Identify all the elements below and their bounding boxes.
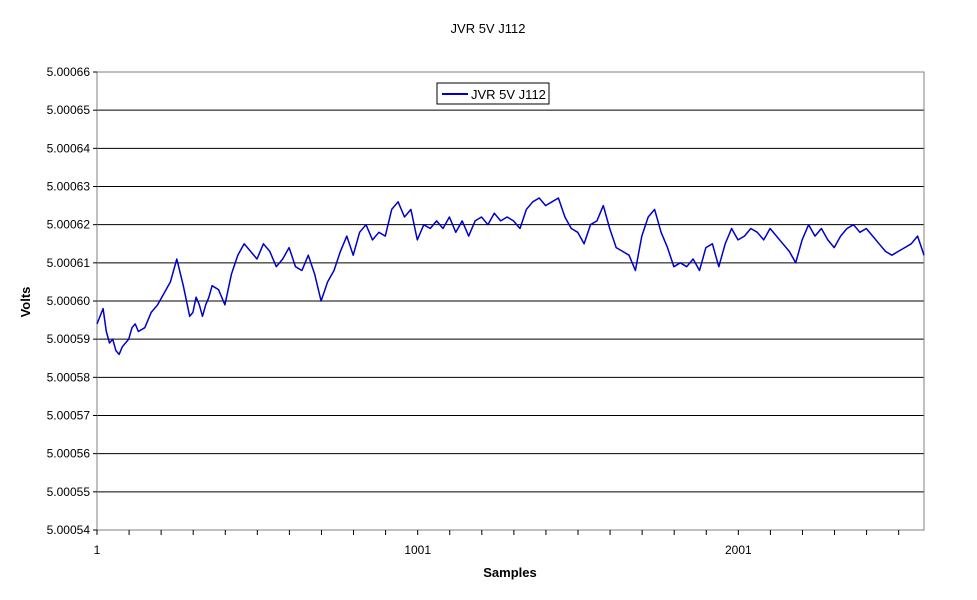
y-axis-label: Volts	[18, 287, 33, 318]
y-tick-label: 5.00056	[47, 447, 91, 461]
x-tick-label: 1	[94, 543, 101, 557]
x-tick-label: 1001	[404, 543, 431, 557]
y-axis-ticks: 5.00054 5.00055 5.00056 5.00057 5.00058 5.000…	[47, 65, 97, 537]
y-tick-label: 5.00061	[47, 256, 91, 270]
x-axis-label: Samples	[483, 565, 536, 580]
series-line-jvr-5v-j112	[96, 197, 925, 356]
chart-title: JVR 5V J112	[451, 21, 526, 36]
y-tick-label: 5.00064	[47, 141, 91, 155]
y-tick-label: 5.00054	[47, 523, 91, 537]
x-axis-ticks: 1 1001 2001	[94, 530, 900, 557]
grid-lines	[97, 71, 924, 531]
y-tick-label: 5.00063	[47, 180, 91, 194]
y-tick-label: 5.00058	[47, 370, 91, 384]
y-tick-label: 5.00065	[47, 103, 91, 117]
legend-box	[436, 82, 550, 105]
y-tick-label: 5.00062	[47, 218, 91, 232]
x-tick-label: 2001	[725, 543, 752, 557]
y-tick-label: 5.00060	[47, 294, 91, 308]
legend: JVR 5V J112	[436, 82, 550, 105]
y-tick-label: 5.00066	[47, 65, 91, 79]
y-tick-label: 5.00059	[47, 332, 91, 346]
y-tick-label: 5.00055	[47, 485, 91, 499]
legend-entry: JVR 5V J112	[471, 87, 546, 102]
y-tick-label: 5.00057	[47, 409, 91, 423]
